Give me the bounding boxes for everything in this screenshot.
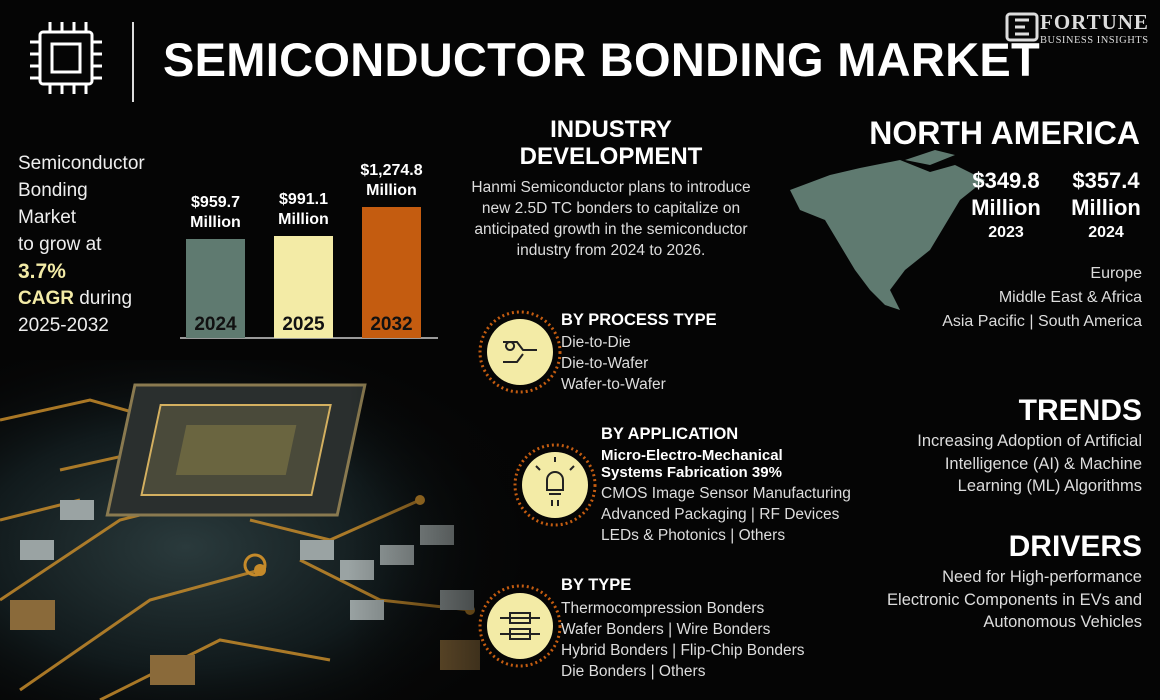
drivers-text: Need for High-performance Electronic Com…: [887, 568, 1142, 631]
segment-item: Wafer-to-Wafer: [561, 376, 666, 393]
cagr-value: 3.7%: [18, 260, 66, 283]
other-regions: Europe Middle East & Africa Asia Pacific…: [942, 262, 1142, 334]
segment-item: CMOS Image Sensor Manufacturing: [601, 485, 851, 502]
region-item: Asia Pacific | South America: [942, 313, 1142, 330]
logo-name: FORTUNE: [1040, 10, 1149, 34]
segment: BY PROCESS TYPE Die-to-Die Die-to-Wafer …: [561, 311, 717, 395]
drivers-title: DRIVERS: [1008, 530, 1142, 563]
region-value: $349.8 Million 2023: [951, 167, 1061, 242]
region-year: 2023: [988, 224, 1024, 241]
growth-during: during: [79, 288, 133, 309]
industry-text: Hanmi Semiconductor plans to introduce n…: [471, 179, 751, 259]
industry-title: INDUSTRY DEVELOPMENT: [519, 116, 703, 170]
region-item: Middle East & Africa: [998, 289, 1142, 306]
page-title: SEMICONDUCTOR BONDING MARKET: [163, 33, 1041, 86]
region-value: $357.4 Million 2024: [1051, 167, 1160, 242]
region-title: NORTH AMERICA: [869, 115, 1140, 151]
segment-item: Die-to-Wafer: [561, 355, 649, 372]
segment-title: BY APPLICATION: [601, 425, 739, 443]
segment-title: BY TYPE: [561, 576, 632, 594]
region-amount: $357.4 Million: [1071, 168, 1141, 220]
segment-highlight: Micro-Electro-Mechanical Systems Fabrica…: [601, 447, 783, 481]
region-item: Europe: [1090, 265, 1142, 282]
segment-item: Advanced Packaging | RF Devices: [601, 506, 840, 523]
growth-line: Market: [18, 207, 77, 228]
segment-title: BY PROCESS TYPE: [561, 311, 717, 329]
segment-item: Die-to-Die: [561, 334, 631, 351]
region-amount: $349.8 Million: [971, 168, 1041, 220]
growth-text: Semiconductor Bonding Market to grow at …: [18, 150, 145, 339]
segment-item: LEDs & Photonics | Others: [601, 527, 786, 544]
growth-line: Semiconductor: [18, 153, 145, 174]
trends-title: TRENDS: [1018, 394, 1142, 427]
cagr-label: CAGR: [18, 288, 74, 309]
segment-item: Wafer Bonders | Wire Bonders: [561, 621, 771, 638]
segment-item: Thermocompression Bonders: [561, 600, 765, 617]
growth-line: Bonding: [18, 180, 88, 201]
segment: BY TYPE Thermocompression Bonders Wafer …: [561, 576, 805, 682]
growth-period: 2025-2032: [18, 315, 109, 336]
logo-sub: BUSINESS INSIGHTS: [1040, 35, 1149, 46]
logo: FORTUNE BUSINESS INSIGHTS: [1040, 10, 1149, 46]
segment-icons: [478, 310, 597, 668]
region-year: 2024: [1088, 224, 1124, 241]
map-north-america: [790, 160, 985, 310]
segment-item: Hybrid Bonders | Flip-Chip Bonders: [561, 642, 805, 659]
segment: BY APPLICATION Micro-Electro-Mechanical …: [601, 425, 851, 546]
trends-text: Increasing Adoption of Artificial Intell…: [917, 432, 1142, 495]
segment-item: Die Bonders | Others: [561, 663, 706, 680]
growth-line: to grow at: [18, 234, 102, 255]
